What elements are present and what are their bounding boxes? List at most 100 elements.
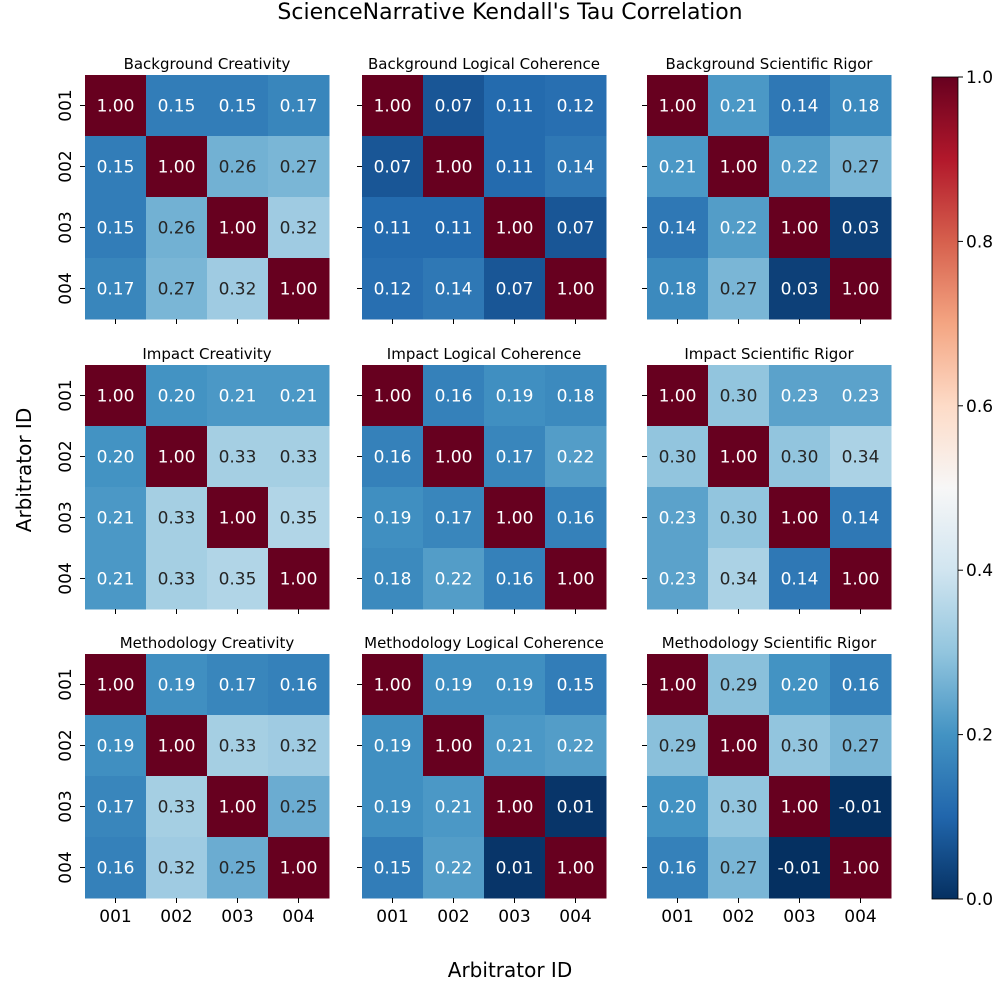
heatmap-cell — [484, 365, 546, 427]
cell-value-label: 0.27 — [720, 859, 758, 879]
colorbar — [931, 76, 959, 900]
heatmap-cell — [146, 75, 208, 137]
heatmap-cell — [362, 715, 424, 777]
cell-value-label: 0.19 — [158, 676, 196, 696]
heatmap-cell — [146, 136, 208, 198]
cell-value-label: 1.00 — [97, 387, 135, 407]
heatmap-cell — [830, 365, 892, 427]
cell-value-label: 0.23 — [842, 387, 880, 407]
heatmap-cell — [708, 837, 770, 899]
heatmap-cell — [362, 654, 424, 716]
cell-value-label: 0.16 — [97, 859, 135, 879]
y-tick-label: 004 — [56, 562, 76, 594]
cell-value-label: 0.32 — [219, 280, 257, 300]
cell-value-label: 0.19 — [374, 798, 412, 818]
cell-value-label: 0.21 — [496, 737, 534, 757]
heatmap-cell — [708, 426, 770, 488]
y-tick-label: 001 — [56, 379, 76, 411]
cell-value-label: 1.00 — [158, 737, 196, 757]
y-tick-label: 002 — [56, 150, 76, 182]
heatmap-cell — [85, 136, 147, 198]
cell-value-label: 1.00 — [659, 97, 697, 117]
heatmap-cell — [484, 136, 546, 198]
heatmap-cell — [268, 197, 330, 259]
heatmap-cell — [207, 487, 269, 549]
heatmap-cell — [362, 365, 424, 427]
heatmap-cell — [769, 776, 831, 838]
cell-value-label: 0.21 — [720, 97, 758, 117]
cell-value-label: 0.16 — [374, 448, 412, 468]
heatmap-cell — [146, 487, 208, 549]
heatmap-cell — [484, 548, 546, 610]
cell-value-label: 0.21 — [280, 387, 318, 407]
cell-value-label: 0.22 — [435, 570, 473, 590]
x-tick-label: 004 — [282, 907, 314, 927]
heatmap-cell — [647, 487, 709, 549]
colorbar-tick-label: 0.6 — [966, 397, 993, 417]
cell-value-label: 1.00 — [97, 676, 135, 696]
cell-value-label: 0.29 — [659, 737, 697, 757]
x-tick-label: 002 — [437, 907, 469, 927]
heatmap-cell — [85, 487, 147, 549]
cell-value-label: 0.21 — [97, 509, 135, 529]
heatmap-cell — [362, 426, 424, 488]
heatmap-cell — [423, 75, 485, 137]
cell-value-label: 0.16 — [557, 509, 595, 529]
cell-value-label: 1.00 — [374, 97, 412, 117]
cell-value-label: 0.11 — [496, 158, 534, 178]
heatmap-cell — [146, 548, 208, 610]
heatmap-cell — [423, 365, 485, 427]
heatmap-cell — [207, 197, 269, 259]
heatmap-cell — [85, 365, 147, 427]
cell-value-label: 0.15 — [97, 219, 135, 239]
heatmap-cell — [85, 548, 147, 610]
cell-value-label: 0.01 — [557, 798, 595, 818]
heatmap-cell — [423, 776, 485, 838]
heatmap-cell — [647, 548, 709, 610]
cell-value-label: 0.23 — [781, 387, 819, 407]
cell-value-label: 0.22 — [720, 219, 758, 239]
cell-value-label: -0.01 — [778, 859, 822, 879]
cell-value-label: 0.23 — [659, 570, 697, 590]
heatmap-cell — [769, 654, 831, 716]
heatmap-cell — [708, 487, 770, 549]
cell-value-label: 0.12 — [374, 280, 412, 300]
cell-value-label: 0.03 — [781, 280, 819, 300]
heatmap-cell — [85, 197, 147, 259]
cell-value-label: 0.15 — [97, 158, 135, 178]
cell-value-label: 0.34 — [842, 448, 880, 468]
cell-value-label: 1.00 — [720, 158, 758, 178]
heatmap-cell — [268, 426, 330, 488]
heatmap-cell — [830, 426, 892, 488]
cell-value-label: 0.33 — [158, 798, 196, 818]
cell-value-label: 1.00 — [781, 219, 819, 239]
colorbar-tick-label: 0.8 — [966, 232, 993, 252]
heatmap-cell — [647, 197, 709, 259]
cell-value-label: 0.14 — [435, 280, 473, 300]
cell-value-label: 0.07 — [435, 97, 473, 117]
cell-value-label: 0.16 — [496, 570, 534, 590]
cell-value-label: 0.18 — [557, 387, 595, 407]
cell-value-label: 1.00 — [158, 448, 196, 468]
heatmap-cell — [484, 776, 546, 838]
heatmap-cell — [268, 258, 330, 320]
heatmap-cell — [146, 654, 208, 716]
heatmap-cell — [769, 837, 831, 899]
cell-value-label: 1.00 — [219, 219, 257, 239]
heatmap-cell — [362, 548, 424, 610]
cell-value-label: 0.19 — [97, 737, 135, 757]
heatmap-cell — [647, 654, 709, 716]
cell-value-label: 0.25 — [219, 859, 257, 879]
heatmap-cell — [769, 715, 831, 777]
cell-value-label: 0.25 — [280, 798, 318, 818]
heatmap-cell — [830, 75, 892, 137]
heatmap-cell — [545, 548, 607, 610]
cell-value-label: 1.00 — [280, 859, 318, 879]
y-tick-label: 004 — [56, 851, 76, 883]
panel-title: Background Scientific Rigor — [666, 55, 874, 73]
heatmap-cell — [484, 654, 546, 716]
x-tick-label: 002 — [722, 907, 754, 927]
heatmap-cell — [830, 258, 892, 320]
cell-value-label: 0.18 — [659, 280, 697, 300]
cell-value-label: 1.00 — [219, 798, 257, 818]
